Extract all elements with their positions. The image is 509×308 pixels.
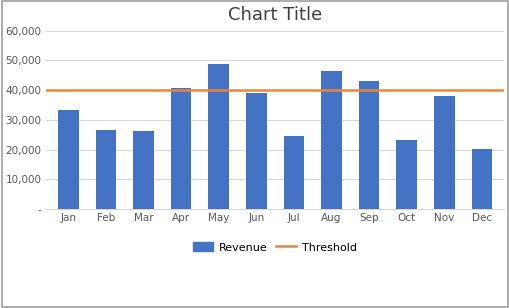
Bar xyxy=(358,81,379,209)
Legend: Revenue, Threshold: Revenue, Threshold xyxy=(188,238,361,257)
Bar xyxy=(321,71,341,209)
Bar xyxy=(433,96,454,209)
Title: Chart Title: Chart Title xyxy=(228,6,322,23)
Bar xyxy=(133,131,154,209)
Bar xyxy=(208,64,229,209)
Bar xyxy=(171,88,191,209)
Bar xyxy=(245,93,266,209)
Bar xyxy=(95,130,116,209)
Bar xyxy=(283,136,304,209)
Bar xyxy=(395,140,416,209)
Bar xyxy=(58,110,78,209)
Bar xyxy=(471,149,491,209)
